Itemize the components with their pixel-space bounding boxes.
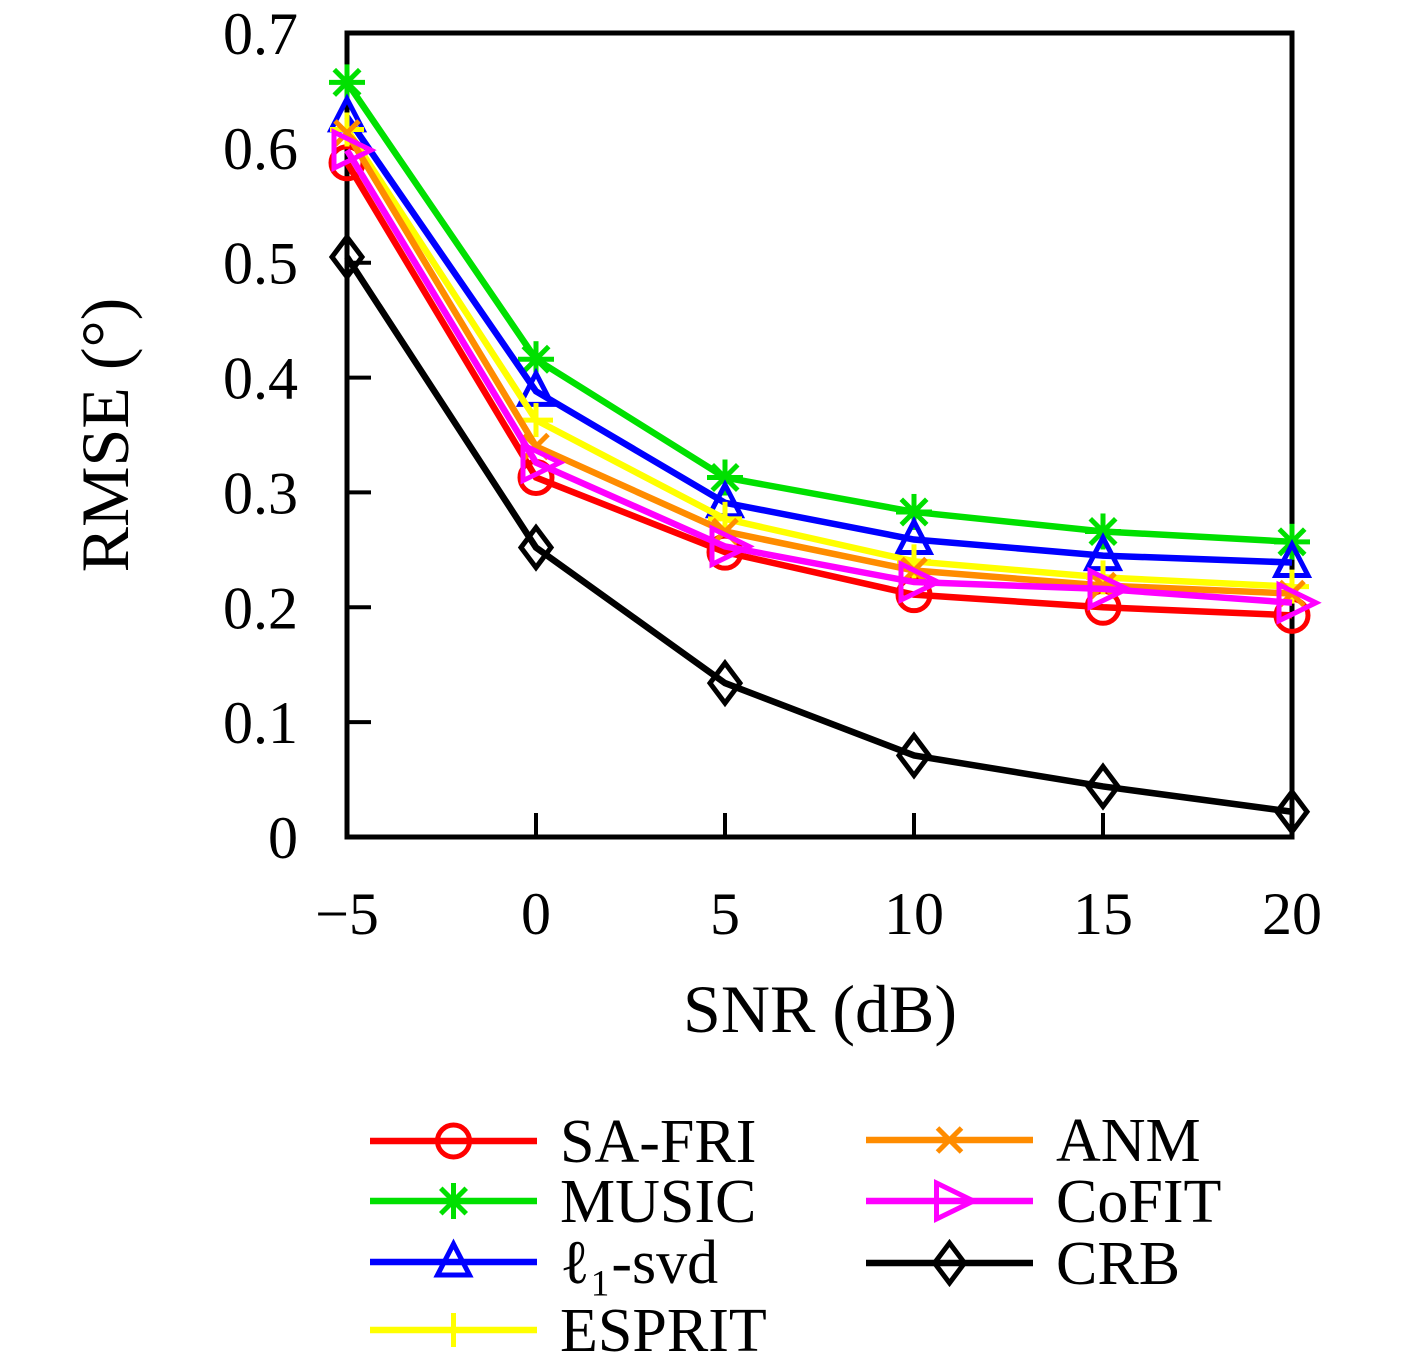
- x-marker-shape: [333, 119, 361, 147]
- legend-entry-svd: ℓ₁-svd: [370, 1229, 718, 1297]
- x-tick-label: −5: [315, 881, 379, 947]
- y-tick-label: 0.1: [223, 690, 298, 756]
- y-tick-label: 0.6: [223, 116, 298, 182]
- plot-frame: [344, 30, 1295, 840]
- diamond-marker-shape: [517, 523, 555, 572]
- diamond-marker: [706, 658, 744, 708]
- triangle-right-marker-shape: [331, 128, 377, 173]
- y-tick-label: 0.7: [223, 1, 298, 67]
- series-markers-cofit: [331, 128, 1322, 625]
- asterisk-marker-shape: [1088, 516, 1118, 546]
- series-line-cofit: [344, 148, 1293, 606]
- triangle-right-marker-shape: [1276, 580, 1322, 625]
- asterisk-marker-shape: [439, 1186, 468, 1216]
- x-marker: [935, 1126, 964, 1154]
- x-tick-label: 20: [1262, 881, 1322, 947]
- triangle-right-marker-shape: [709, 524, 755, 569]
- x-tick-label: 0: [521, 881, 551, 947]
- asterisk-marker: [1085, 513, 1121, 550]
- y-tick-label: 0: [268, 805, 298, 871]
- triangle-right-marker: [1087, 566, 1133, 611]
- y-tick-label: 0.5: [223, 231, 298, 297]
- legend-label-sa-fri: SA-FRI: [560, 1108, 756, 1176]
- y-tick-label: 0.2: [223, 575, 298, 641]
- asterisk-marker: [435, 1183, 472, 1219]
- asterisk-marker-shape: [899, 497, 929, 527]
- legend-label-svd: ℓ₁-svd: [560, 1229, 718, 1297]
- diamond-marker: [517, 523, 555, 572]
- legend-entry-cofit: CoFIT: [866, 1168, 1221, 1236]
- series-line-anm: [344, 131, 1293, 597]
- triangle-right-marker-shape: [898, 560, 944, 605]
- asterisk-marker-shape: [332, 67, 362, 97]
- diamond-marker: [895, 731, 933, 780]
- legend-entry-anm: ANM: [866, 1107, 1201, 1175]
- triangle-right-marker: [898, 560, 944, 605]
- diamond-marker-shape: [328, 232, 366, 282]
- legend-label-crb: CRB: [1056, 1230, 1180, 1298]
- triangle-right-marker: [1276, 580, 1322, 625]
- plus-marker: [436, 1313, 471, 1347]
- circle-marker: [895, 576, 933, 614]
- x-tick-label: 10: [884, 881, 944, 947]
- series-line-esprit: [344, 127, 1293, 590]
- legend-entry-crb: CRB: [866, 1230, 1180, 1298]
- series-markers-sa-fri: [328, 144, 1311, 634]
- series-line-svd: [344, 115, 1293, 566]
- triangle-right-marker: [934, 1179, 980, 1223]
- plus-marker: [519, 403, 553, 438]
- diamond-marker: [931, 1238, 968, 1288]
- x-tick-label: 5: [710, 881, 740, 947]
- y-axis-title: RMSE (°): [67, 298, 143, 573]
- circle-marker-shape: [435, 1122, 472, 1160]
- legend-entry-esprit: ESPRIT: [370, 1297, 767, 1365]
- triangle-right-marker: [331, 128, 377, 173]
- triangle-right-marker: [520, 440, 566, 485]
- plot-area: −5 0 5 10 15 20 0 0.1 0.2 0.3 0.4 0.5 0.6 0.7: [223, 1, 1322, 947]
- y-tick-label: 0.3: [223, 460, 298, 526]
- asterisk-marker-shape: [710, 463, 740, 492]
- legend-entry-music: MUSIC: [370, 1168, 756, 1236]
- legend-label-music: MUSIC: [560, 1168, 756, 1236]
- diamond-marker: [328, 232, 366, 282]
- legend-label-cofit: CoFIT: [1056, 1168, 1221, 1236]
- x-tick-label: 15: [1073, 881, 1133, 947]
- series-markers-esprit: [330, 112, 1309, 604]
- triangle-right-marker-shape: [934, 1179, 980, 1223]
- legend-label-anm: ANM: [1056, 1107, 1201, 1175]
- x-axis-title: SNR (dB): [683, 971, 957, 1047]
- triangle-right-marker-shape: [520, 440, 566, 485]
- series-line-sa-fri: [344, 161, 1293, 619]
- series-markers-music: [329, 64, 1310, 560]
- diamond-marker-shape: [895, 731, 933, 780]
- diamond-marker: [1273, 787, 1311, 836]
- circle-marker: [435, 1122, 472, 1160]
- circle-marker-shape: [895, 576, 933, 614]
- series-line-music: [344, 80, 1293, 546]
- triangle-right-marker: [709, 524, 755, 569]
- triangle-up-marker: [433, 1238, 474, 1278]
- triangle-right-marker-shape: [1087, 566, 1133, 611]
- x-marker-shape: [935, 1126, 964, 1154]
- diamond-marker: [1084, 762, 1122, 811]
- diamond-marker-shape: [931, 1238, 968, 1288]
- triangle-up-marker-shape: [433, 1238, 474, 1278]
- legend-entry-sa-fri: SA-FRI: [370, 1108, 756, 1176]
- x-marker: [1089, 571, 1117, 600]
- legend-label-esprit: ESPRIT: [560, 1297, 767, 1365]
- diamond-marker-shape: [1084, 762, 1122, 811]
- y-tick-label: 0.4: [223, 346, 298, 412]
- series-markers-svd: [326, 93, 1313, 578]
- x-marker-shape: [1089, 571, 1117, 600]
- asterisk-marker-shape: [521, 344, 551, 374]
- diamond-marker-shape: [1273, 787, 1311, 836]
- series-markers-crb: [328, 232, 1311, 836]
- diamond-marker-shape: [706, 658, 744, 708]
- series-line-crb: [344, 255, 1293, 815]
